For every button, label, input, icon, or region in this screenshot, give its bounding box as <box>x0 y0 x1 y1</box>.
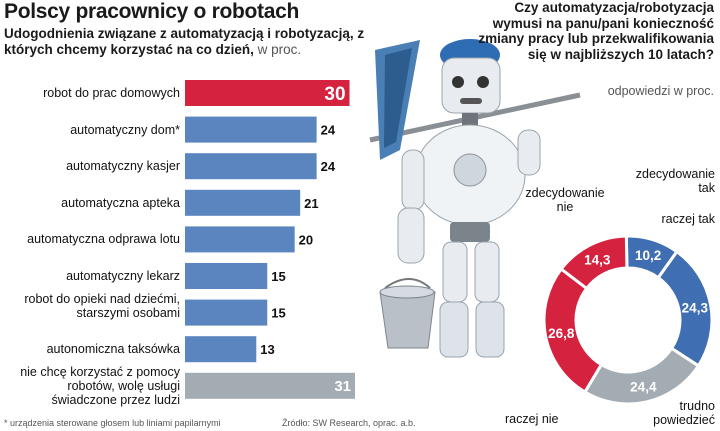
donut-slice <box>559 234 629 291</box>
chart-title: Polscy pracownicy o robotach <box>4 0 300 23</box>
donut-value-label: 10,2 <box>635 248 661 263</box>
bar-value-label: 30 <box>324 84 345 105</box>
donut-value-label: 26,8 <box>548 326 575 341</box>
donut-category-label: zdecydowanie tak <box>635 167 715 195</box>
donut-value-label: 24,4 <box>630 379 657 394</box>
bar-value-label: 15 <box>271 269 285 284</box>
donut-slice <box>582 346 701 406</box>
donut-category-label: zdecydowanie nie <box>525 186 605 214</box>
donut-value-label: 24,3 <box>682 300 709 315</box>
bar <box>185 263 268 289</box>
bar <box>185 372 355 399</box>
bar <box>185 153 317 180</box>
bar-category-label: automatyczny lekarz <box>66 269 180 283</box>
donut-category-label: trudno powiedzieć <box>653 399 715 427</box>
bar-category-label: automatyczny kasjer <box>66 159 180 174</box>
bar-category-label: automatyczna apteka <box>61 195 180 210</box>
bar-value-label: 13 <box>260 342 274 357</box>
bar-value-label: 31 <box>334 378 351 395</box>
donut-category-label: raczej nie <box>505 412 559 426</box>
bar <box>185 80 350 106</box>
bar-category-label: nie chcę korzystać z pomocy robotów, wol… <box>20 364 180 407</box>
subtitle-unit: w proc. <box>257 42 302 57</box>
bar <box>185 336 257 363</box>
bar-category-label: robot do prac domowych <box>43 86 180 100</box>
subtitle-text: Udogodnienia związane z automatyzacją i … <box>4 26 365 57</box>
bar-category-label: robot do opieki nad dziećmi, starszymi o… <box>24 291 180 320</box>
bar <box>185 189 301 216</box>
chart-subtitle: Udogodnienia związane z automatyzacją i … <box>4 26 374 58</box>
bar <box>185 226 295 253</box>
bar-value-label: 24 <box>321 159 336 174</box>
bar <box>185 299 268 326</box>
donut-unit: odpowiedzi w proc. <box>607 84 714 98</box>
bar-value-label: 21 <box>304 196 318 211</box>
bar-category-label: automatyczny dom* <box>70 122 180 137</box>
donut-question: Czy automatyzacja/robotyzacja wymusi na … <box>478 0 714 62</box>
donut-category-label: raczej tak <box>661 212 716 226</box>
donut-value-label: 14,3 <box>584 252 611 267</box>
bar-value-label: 20 <box>299 232 313 247</box>
bar-category-label: autonomiczna taksówka <box>46 342 180 357</box>
bar <box>185 116 317 143</box>
bucket-icon <box>379 278 436 349</box>
robot-illustration <box>369 39 581 358</box>
robot-body <box>397 113 541 358</box>
bar-value-label: 24 <box>321 123 336 138</box>
footnote: * urządzenia sterowane głosem lub liniam… <box>4 418 221 428</box>
bar-chart: 30 24 24 21 20 15 15 13 31 <box>185 80 355 399</box>
bar-category-label: automatyczna odprawa lotu <box>27 232 180 247</box>
bar-value-label: 15 <box>271 306 285 321</box>
source-note: Źródło: SW Research, oprac. a.b. <box>282 418 416 428</box>
